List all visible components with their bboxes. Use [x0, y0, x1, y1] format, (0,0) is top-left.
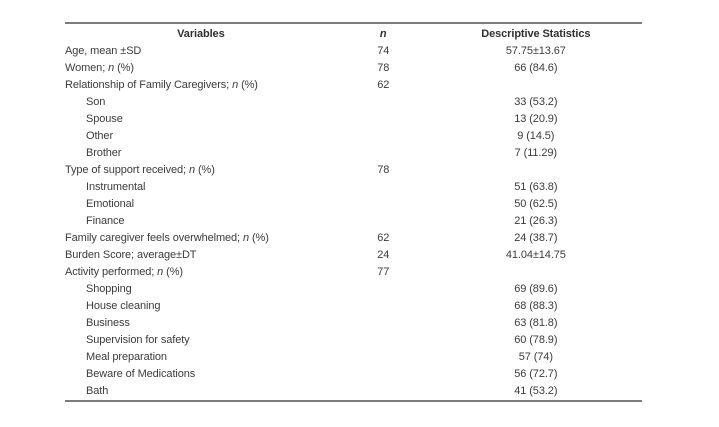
table-row: Spouse 13 (20.9) — [65, 111, 642, 128]
variable-cell: Bath — [86, 385, 109, 397]
table-row: Bath 41 (53.2) — [65, 383, 642, 401]
stat-cell: 21 (26.3) — [514, 215, 558, 227]
n-cell — [337, 315, 430, 332]
table-row: Type of support received; n (%) 78 — [65, 162, 642, 179]
n-cell: 78 — [377, 164, 390, 176]
stat-cell: 33 (53.2) — [514, 96, 558, 108]
stat-cell: 7 (11.29) — [514, 147, 557, 159]
stat-cell: 57 (74) — [518, 351, 553, 363]
table-row: Shopping 69 (89.6) — [65, 281, 642, 298]
table-row: Age, mean ±SD 74 57.75±13.67 — [65, 43, 642, 60]
table-row: Family caregiver feels overwhelmed; n (%… — [65, 230, 642, 247]
variable-cell: Business — [86, 317, 130, 329]
table-row: Activity performed; n (%) 77 — [65, 264, 642, 281]
variable-cell: Women; n (%) — [65, 62, 134, 74]
n-cell — [337, 332, 430, 349]
n-cell — [337, 281, 430, 298]
table-row: Meal preparation 57 (74) — [65, 349, 642, 366]
column-header-n: n — [379, 28, 387, 40]
n-cell: 74 — [377, 45, 390, 57]
data-table: Variables n Descriptive Statistics Age, … — [65, 22, 642, 402]
stat-cell: 51 (63.8) — [514, 181, 558, 193]
table-row: Supervision for safety 60 (78.9) — [65, 332, 642, 349]
table-row: Beware of Medications 56 (72.7) — [65, 366, 642, 383]
table-row: Son 33 (53.2) — [65, 94, 642, 111]
n-cell — [337, 94, 430, 111]
variable-cell: Age, mean ±SD — [65, 45, 142, 57]
variable-cell: Spouse — [86, 113, 123, 125]
n-cell: 24 — [377, 249, 390, 261]
stat-cell — [430, 77, 642, 94]
stat-cell: 56 (72.7) — [514, 368, 558, 380]
stat-cell: 66 (84.6) — [514, 62, 558, 74]
stat-cell: 24 (38.7) — [514, 232, 558, 244]
stat-cell — [430, 264, 642, 281]
variable-cell: Brother — [86, 147, 122, 159]
stat-cell: 9 (14.5) — [517, 130, 555, 142]
table-header-row: Variables n Descriptive Statistics — [65, 23, 642, 43]
n-cell — [337, 349, 430, 366]
stat-cell: 13 (20.9) — [514, 113, 558, 125]
table-row: Business 63 (81.8) — [65, 315, 642, 332]
variable-cell: Activity performed; n (%) — [65, 266, 183, 278]
stat-cell: 69 (89.6) — [514, 283, 558, 295]
variable-cell: Meal preparation — [86, 351, 167, 363]
variable-cell: Supervision for safety — [86, 334, 190, 346]
stat-cell: 57.75±13.67 — [505, 45, 566, 57]
stat-cell: 50 (62.5) — [514, 198, 558, 210]
table-row: House cleaning 68 (88.3) — [65, 298, 642, 315]
table-row: Emotional 50 (62.5) — [65, 196, 642, 213]
n-cell: 77 — [377, 266, 390, 278]
variable-cell: Finance — [86, 215, 125, 227]
n-cell — [337, 298, 430, 315]
stat-cell: 41.04±14.75 — [505, 249, 566, 261]
table-row: Other 9 (14.5) — [65, 128, 642, 145]
variable-cell: Other — [86, 130, 114, 142]
n-cell — [337, 179, 430, 196]
variable-cell: Emotional — [86, 198, 135, 210]
n-cell — [337, 366, 430, 383]
stat-cell: 41 (53.2) — [514, 385, 558, 397]
variable-cell: Family caregiver feels overwhelmed; n (%… — [65, 232, 269, 244]
table-row: Burden Score; average±DT 24 41.04±14.75 — [65, 247, 642, 264]
stat-cell: 60 (78.9) — [514, 334, 558, 346]
variable-cell: Shopping — [86, 283, 132, 295]
table-body: Age, mean ±SD 74 57.75±13.67 Women; n (%) 78… — [65, 43, 642, 401]
n-cell — [337, 111, 430, 128]
table-row: Finance 21 (26.3) — [65, 213, 642, 230]
table-row: Women; n (%) 78 66 (84.6) — [65, 60, 642, 77]
variable-cell: House cleaning — [86, 300, 161, 312]
variable-cell: Relationship of Family Caregivers; n (%) — [65, 79, 258, 91]
n-cell — [337, 213, 430, 230]
n-cell — [337, 128, 430, 145]
table-row: Relationship of Family Caregivers; n (%)… — [65, 77, 642, 94]
n-cell: 62 — [377, 79, 390, 91]
n-cell — [337, 383, 430, 401]
n-cell — [337, 145, 430, 162]
stat-cell — [430, 162, 642, 179]
n-cell: 62 — [377, 232, 390, 244]
stat-cell: 68 (88.3) — [514, 300, 558, 312]
variable-cell: Beware of Medications — [86, 368, 196, 380]
descriptive-statistics-table: Variables n Descriptive Statistics Age, … — [65, 22, 642, 402]
variable-cell: Son — [86, 96, 106, 108]
variable-cell: Burden Score; average±DT — [65, 249, 197, 261]
stat-cell: 63 (81.8) — [514, 317, 558, 329]
table-row: Instrumental 51 (63.8) — [65, 179, 642, 196]
table-row: Brother 7 (11.29) — [65, 145, 642, 162]
column-header-descriptive-statistics: Descriptive Statistics — [481, 28, 591, 40]
n-cell: 78 — [377, 62, 390, 74]
n-cell — [337, 196, 430, 213]
variable-cell: Type of support received; n (%) — [65, 164, 215, 176]
variable-cell: Instrumental — [86, 181, 146, 193]
column-header-variables: Variables — [177, 28, 225, 40]
